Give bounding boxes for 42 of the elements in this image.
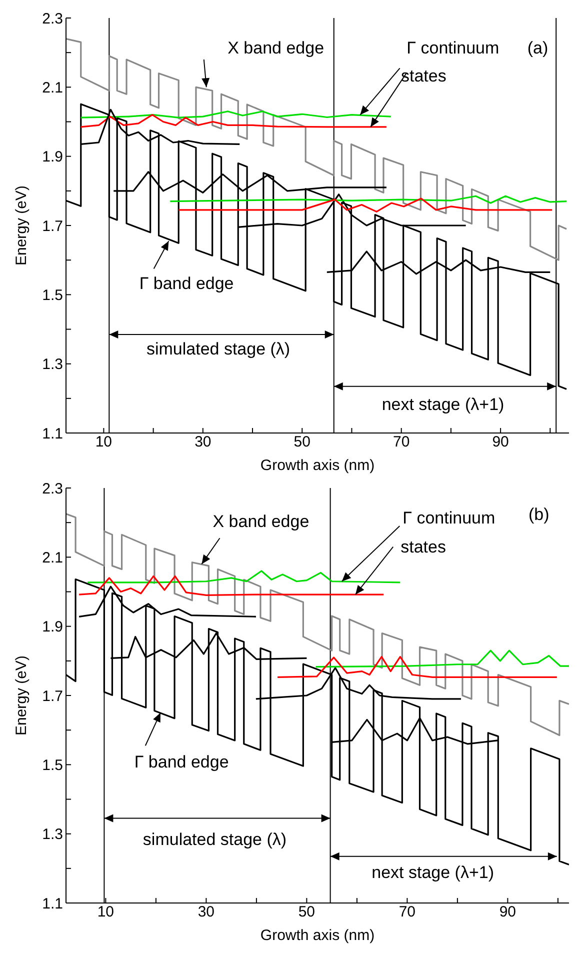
annotation: Γ continuum xyxy=(406,38,500,58)
y-tick-label: 1.9 xyxy=(42,618,63,636)
y-tick-label: 1.7 xyxy=(42,688,63,705)
x-tick-label: 30 xyxy=(194,434,212,451)
y-tick-label: 1.7 xyxy=(42,218,63,235)
x-tick-label: 50 xyxy=(298,904,316,921)
y-tick-label: 2.3 xyxy=(42,10,63,28)
annotation: Γ continuum xyxy=(402,508,496,528)
y-axis-title: Energy (eV) xyxy=(12,185,30,266)
annotation: Γ band edge xyxy=(134,752,229,772)
x-tick-label: 70 xyxy=(392,434,410,451)
y-tick-label: 1.9 xyxy=(42,148,63,166)
y-tick-label: 1.5 xyxy=(42,286,63,304)
annotation: simulated stage (λ) xyxy=(146,339,290,358)
y-tick-label: 2.1 xyxy=(42,79,63,96)
annotation: next stage (λ+1) xyxy=(382,394,504,414)
annotation: states xyxy=(400,537,446,556)
y-tick-label: 2.3 xyxy=(42,480,63,498)
annotation: X band edge xyxy=(212,512,310,532)
annotation: Γ band edge xyxy=(139,274,234,293)
x-axis-title: Growth axis (nm) xyxy=(260,457,375,474)
x-tick-label: 10 xyxy=(97,904,114,921)
annotation: states xyxy=(400,66,446,86)
y-axis-title: Energy (eV) xyxy=(12,655,30,736)
x-tick-label: 30 xyxy=(198,904,215,921)
x-axis-title: Growth axis (nm) xyxy=(260,927,375,944)
y-tick-label: 1.5 xyxy=(42,756,63,774)
x-tick-label: 50 xyxy=(294,434,310,451)
x-tick-label: 10 xyxy=(95,434,112,451)
y-tick-label: 1.1 xyxy=(42,425,63,442)
annotation: (b) xyxy=(528,505,550,524)
y-tick-label: 1.3 xyxy=(42,356,63,374)
annotation: simulated stage (λ) xyxy=(142,830,287,850)
y-tick-label: 1.3 xyxy=(42,826,63,844)
annotation: X band edge xyxy=(228,38,324,58)
annotation: (a) xyxy=(527,38,548,58)
x-tick-label: 90 xyxy=(499,904,516,921)
x-tick-label: 70 xyxy=(398,904,416,921)
annotation: next stage (λ+1) xyxy=(372,863,494,882)
x-tick-label: 90 xyxy=(492,434,509,451)
y-tick-label: 1.1 xyxy=(42,895,63,912)
y-tick-label: 2.1 xyxy=(42,549,63,566)
